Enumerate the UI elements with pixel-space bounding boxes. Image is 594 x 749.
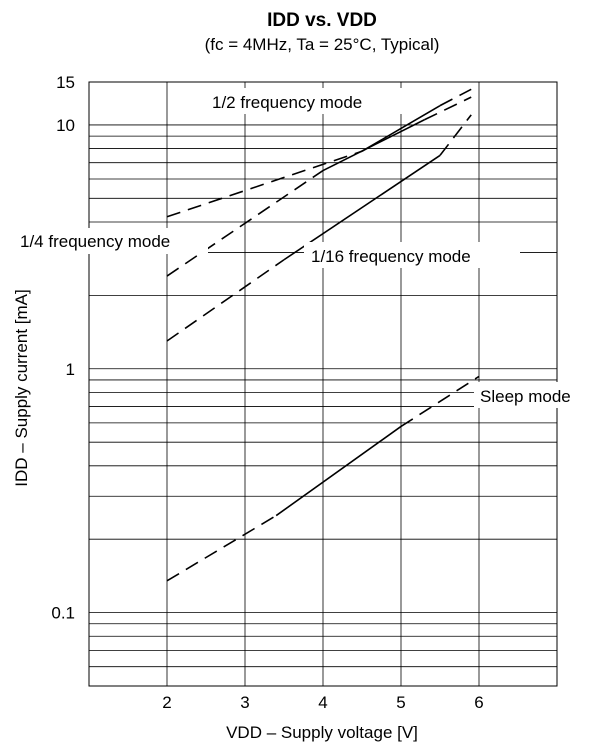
- x-tick-label: 3: [240, 693, 249, 712]
- x-tick-labels: 2 3 4 5 6: [162, 693, 483, 712]
- series-segment: [166, 150, 363, 218]
- x-axis-label: VDD – Supply voltage [V]: [226, 723, 418, 742]
- series-segment: [439, 114, 472, 156]
- chart-title: IDD vs. VDD: [267, 10, 377, 31]
- series-segment: [166, 169, 324, 277]
- series-segment: [400, 375, 480, 428]
- series-segment: [322, 119, 425, 172]
- label-bg-sixteenth: [304, 242, 520, 268]
- label-bg-sleep: [474, 382, 586, 408]
- y-axis-label: IDD – Supply current [mA]: [12, 289, 31, 486]
- series-label-sixteenth: 1/16 frequency mode: [311, 247, 471, 266]
- series-label-quarter: 1/4 frequency mode: [20, 232, 170, 251]
- x-tick-label: 4: [318, 693, 327, 712]
- series-segment: [424, 96, 472, 121]
- y-tick-label: 10: [56, 116, 75, 135]
- y-tick-labels: 0.1 1 10 15: [51, 73, 75, 623]
- series-segment: [275, 425, 402, 517]
- chart-subtitle: (fc = 4MHz, Ta = 25°C, Typical): [205, 35, 440, 54]
- series-segment: [166, 514, 277, 582]
- series-layer: [166, 88, 480, 582]
- series-line: [166, 96, 472, 277]
- x-tick-label: 5: [396, 693, 405, 712]
- y-tick-label: 15: [56, 73, 75, 92]
- y-tick-label: 1: [66, 360, 75, 379]
- series-segment: [439, 88, 472, 107]
- label-bg-half: [206, 88, 402, 114]
- series-label-half: 1/2 frequency mode: [212, 93, 362, 112]
- y-tick-label: 0.1: [51, 604, 75, 623]
- grid: [89, 82, 557, 686]
- series-line: [166, 375, 480, 582]
- series-segment: [166, 259, 285, 342]
- x-tick-label: 2: [162, 693, 171, 712]
- series-label-sleep: Sleep mode: [480, 387, 571, 406]
- x-tick-label: 6: [474, 693, 483, 712]
- label-bg-quarter: [16, 228, 208, 254]
